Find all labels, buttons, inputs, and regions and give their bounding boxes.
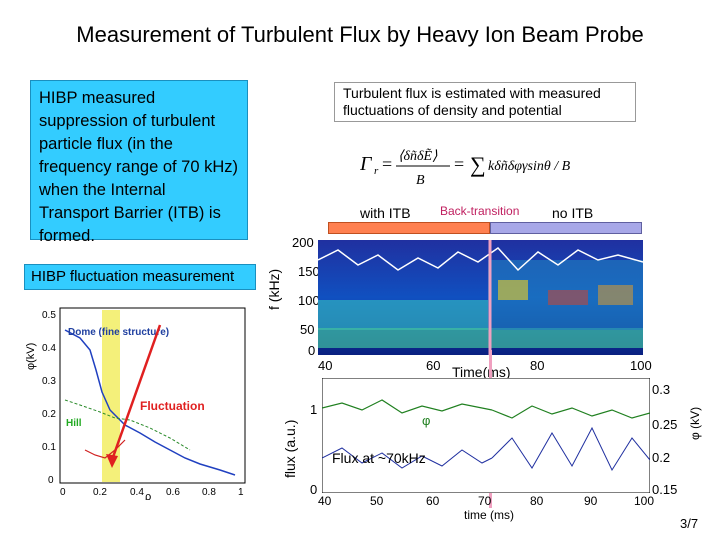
ytick: 0.4 bbox=[42, 343, 56, 354]
xtick: 0.4 bbox=[130, 487, 144, 498]
phi-ytick: 0.15 bbox=[652, 482, 678, 497]
xlabel: ρ bbox=[145, 491, 151, 500]
xtick: 0.8 bbox=[202, 487, 216, 498]
svg-text:=: = bbox=[454, 154, 464, 174]
flux-ylabel: flux (a.u.) bbox=[282, 419, 298, 478]
svg-text:=: = bbox=[382, 154, 392, 174]
svg-text:B: B bbox=[416, 173, 425, 188]
fluctuation-label-box: HIBP fluctuation measurement bbox=[24, 264, 256, 290]
potential-profile-plot: φ(kV) 0 0.1 0.2 0.3 0.4 0.5 0 0.2 0.4 0.… bbox=[25, 307, 246, 500]
phi-ytick: 0.2 bbox=[652, 450, 671, 465]
ytick: 0.2 bbox=[42, 409, 56, 420]
back-transition-label: Back-transition bbox=[440, 204, 520, 218]
svg-text:r: r bbox=[374, 165, 379, 177]
spec-ytick: 50 bbox=[300, 322, 315, 337]
ytick: 0.5 bbox=[42, 310, 56, 321]
spec-xtick: 80 bbox=[530, 358, 545, 373]
flux-note: Turbulent flux is estimated with measure… bbox=[334, 82, 636, 122]
flux-annotation: Flux at ~70kHz bbox=[332, 450, 426, 466]
summary-box: HIBP measured suppression of turbulent p… bbox=[30, 80, 248, 245]
flux-xtick: 90 bbox=[584, 494, 598, 508]
xtick: 0.2 bbox=[93, 487, 107, 498]
flux-xtick: 50 bbox=[370, 494, 384, 508]
flux-xtick: 80 bbox=[530, 494, 544, 508]
flux-time-trace: φ bbox=[322, 378, 650, 493]
spec-ytick: 150 bbox=[298, 264, 320, 279]
arrow-head bbox=[106, 454, 118, 468]
flux-xtick: 60 bbox=[426, 494, 440, 508]
hill-label: Hill bbox=[66, 418, 82, 429]
svg-text:∑: ∑ bbox=[470, 152, 486, 177]
phi-marker: φ bbox=[422, 413, 430, 428]
spectrogram bbox=[318, 240, 643, 355]
spec-xtick: 60 bbox=[426, 358, 441, 373]
no-itb-label: no ITB bbox=[552, 205, 594, 221]
highlight-band bbox=[102, 310, 120, 482]
flux-xtick: 70 bbox=[478, 494, 492, 508]
fluct-curve bbox=[84, 439, 126, 459]
svg-text:⟨δñδẼ⟩: ⟨δñδẼ⟩ bbox=[398, 147, 438, 164]
spec-ytick: 200 bbox=[292, 235, 314, 250]
spec-xtick: 100 bbox=[630, 358, 652, 373]
xtick: 0.6 bbox=[166, 487, 180, 498]
flux-xtick: 40 bbox=[318, 494, 332, 508]
xtick: 0 bbox=[60, 487, 66, 498]
ytick: 0 bbox=[48, 475, 54, 486]
hill-curve bbox=[64, 399, 191, 451]
with-itb-label: with ITB bbox=[360, 205, 411, 221]
spectrogram-ylabel: f (kHz) bbox=[266, 268, 282, 310]
xtick: 1 bbox=[238, 487, 244, 498]
no-itb-phase-bar bbox=[490, 222, 642, 234]
page-title: Measurement of Turbulent Flux by Heavy I… bbox=[76, 22, 644, 47]
phi-ylabel: φ (kV) bbox=[688, 406, 702, 440]
flux-ytick: 1 bbox=[310, 402, 318, 417]
fluctuation-label: Fluctuation bbox=[140, 399, 205, 413]
phi-ytick: 0.25 bbox=[652, 417, 678, 432]
spec-xtick: 40 bbox=[318, 358, 333, 373]
flux-xtick: 100 bbox=[634, 494, 655, 508]
profile-curve bbox=[64, 329, 236, 476]
flux-ytick: 0 bbox=[310, 482, 318, 497]
ylabel: φ(kV) bbox=[25, 343, 37, 370]
spec-ytick: 100 bbox=[298, 293, 320, 308]
page-number: 3/7 bbox=[680, 516, 699, 531]
plot-frame bbox=[59, 307, 246, 484]
itb-phase-bar bbox=[328, 222, 490, 234]
flux-formula: Γ r = ⟨δñδẼ⟩ B = ∑ kδñδφγsinθ / B bbox=[360, 147, 571, 188]
phi-ytick: 0.3 bbox=[652, 382, 671, 397]
ytick: 0.3 bbox=[42, 376, 56, 387]
arrow bbox=[110, 324, 162, 461]
dome-label: Dome (fine structure) bbox=[68, 327, 169, 338]
svg-text:Γ: Γ bbox=[360, 153, 373, 175]
ytick: 0.1 bbox=[42, 442, 56, 453]
flux-xlabel: time (ms) bbox=[464, 508, 514, 522]
svg-text:kδñδφγsinθ / B: kδñδφγsinθ / B bbox=[488, 159, 571, 174]
spec-ytick: 0 bbox=[308, 343, 316, 358]
spec-xlabel: Time(ms) bbox=[452, 364, 511, 380]
